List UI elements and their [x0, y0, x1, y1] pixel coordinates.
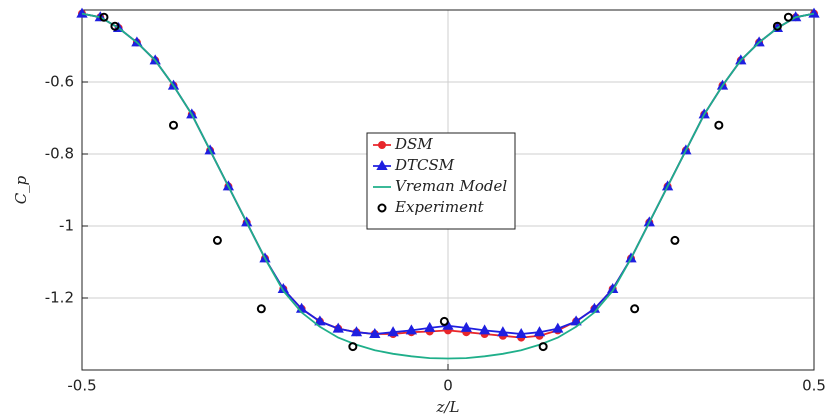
y-tick-label: -1.2 [45, 289, 74, 307]
data-point [772, 21, 782, 31]
legend-marker [378, 141, 386, 149]
data-point [424, 321, 436, 332]
data-point [314, 315, 326, 326]
data-point [670, 235, 680, 245]
data-point [369, 327, 381, 338]
legend-marker [377, 203, 387, 213]
data-point [630, 304, 640, 314]
y-axis-label: C_p [12, 175, 30, 204]
data-point [783, 12, 793, 22]
series-line [81, 12, 815, 360]
data-point [212, 235, 222, 245]
legend-marker [376, 159, 388, 170]
data-point [478, 324, 491, 335]
x-tick-label: 0.5 [802, 377, 826, 395]
legend-label: Experiment [394, 198, 485, 216]
y-tick-label: -1 [59, 217, 74, 235]
data-point [332, 322, 344, 333]
data-point [552, 322, 564, 333]
x-axis-label: z/L [436, 398, 460, 416]
legend-label: DTCSM [394, 156, 455, 174]
data-point [387, 326, 399, 337]
data-point [110, 21, 120, 31]
data-point [256, 304, 266, 314]
x-tick-label: 0 [443, 377, 453, 395]
data-point [405, 324, 418, 335]
data-point [169, 120, 178, 130]
data-point [570, 315, 582, 326]
x-tick-label: -0.5 [67, 377, 96, 395]
plot-frame [81, 9, 815, 371]
data-point [538, 342, 548, 352]
y-tick-label: -0.6 [45, 73, 74, 91]
legend-label: DSM [394, 135, 433, 153]
data-point [515, 327, 527, 338]
data-point [350, 326, 363, 337]
data-point [714, 120, 724, 130]
y-tick-label: -0.8 [45, 145, 74, 163]
data-point [348, 342, 358, 352]
data-point [99, 12, 109, 22]
legend-box [366, 132, 516, 230]
data-point [460, 321, 472, 332]
data-point [533, 326, 546, 337]
data-point [439, 316, 449, 326]
legend-label: Vreman Model [395, 177, 507, 195]
data-point [497, 326, 509, 337]
